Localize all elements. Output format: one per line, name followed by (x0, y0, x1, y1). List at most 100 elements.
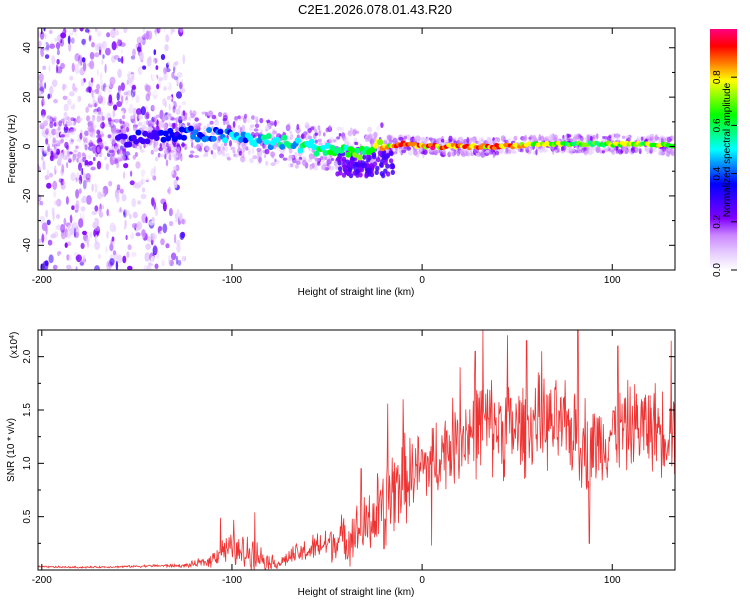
heat-cell (600, 138, 605, 142)
heat-cell (604, 136, 608, 140)
heat-cell (52, 180, 58, 190)
heat-cell (132, 148, 138, 155)
heat-cell (285, 124, 291, 132)
heat-cell (120, 154, 125, 162)
heat-cell (105, 245, 108, 254)
heat-cell (77, 246, 82, 254)
heat-cell (376, 125, 380, 131)
heat-cell (148, 220, 155, 226)
heat-cell (556, 147, 561, 153)
heat-cell (165, 243, 170, 249)
heat-cell (123, 225, 127, 230)
heat-cell (138, 37, 144, 44)
heat-cell (172, 61, 177, 71)
ridge-point (297, 147, 304, 154)
heat-cell (101, 121, 105, 127)
y-tick-label: 2.0 (22, 349, 33, 363)
heat-cell (470, 152, 475, 157)
heat-cell (157, 263, 162, 270)
heat-cell (153, 49, 157, 56)
ridge-point (176, 133, 183, 140)
heat-cell (163, 72, 168, 81)
heat-cell (330, 158, 335, 161)
heat-cell (91, 89, 94, 99)
heat-cell (151, 105, 156, 110)
heat-cell (137, 200, 142, 205)
heat-cell (75, 199, 80, 210)
heat-cell (93, 111, 99, 116)
heat-cell (168, 113, 172, 117)
heat-cell (109, 258, 115, 266)
heat-cell (41, 155, 44, 161)
heat-cell (53, 149, 57, 154)
heat-cell (142, 65, 147, 70)
heat-cell (103, 141, 107, 146)
heat-cell (97, 191, 103, 200)
heat-cell (168, 255, 171, 265)
heat-cell (74, 226, 80, 236)
heat-cell (379, 162, 384, 168)
heat-cell (270, 151, 275, 158)
heat-cell (95, 225, 101, 235)
heat-cell (85, 177, 91, 183)
heat-cell (112, 131, 116, 139)
heat-cell (108, 180, 112, 187)
heat-cell (48, 70, 55, 79)
heat-cell (88, 142, 94, 147)
heat-cell (77, 95, 82, 103)
heat-cell (176, 244, 181, 253)
heat-cell (182, 54, 186, 65)
heat-cell (137, 121, 143, 127)
heat-cell (117, 118, 121, 123)
heat-cell (97, 91, 102, 99)
heat-cell (648, 147, 653, 155)
heat-cell (447, 152, 451, 158)
heat-cell (141, 71, 147, 80)
heat-cell (654, 134, 659, 142)
heat-cell (159, 154, 165, 158)
heat-cell (131, 92, 134, 102)
heat-cell (132, 211, 138, 219)
heat-cell (122, 156, 128, 161)
heat-cell (119, 207, 122, 212)
heat-cell (60, 178, 65, 186)
heat-cell (112, 250, 117, 256)
heat-cell (52, 264, 58, 270)
heat-cell (152, 57, 158, 64)
heat-cell (56, 58, 60, 65)
heat-cell (165, 142, 169, 148)
heat-cell (308, 135, 313, 140)
heat-cell (239, 126, 243, 133)
ridge-point (140, 138, 146, 145)
heat-cell (254, 116, 259, 120)
heat-cell (111, 121, 114, 126)
heat-cell (60, 191, 63, 198)
heat-cell (90, 145, 95, 152)
heat-cell (38, 89, 42, 96)
heat-cell (141, 37, 146, 46)
heat-cell (80, 167, 83, 175)
heat-cell (398, 136, 404, 141)
heat-cell (154, 139, 159, 147)
ridge-point (144, 138, 151, 145)
heat-cell (456, 149, 460, 157)
heat-cell (638, 148, 642, 155)
heat-cell (209, 120, 214, 125)
x-tick-label: 100 (604, 275, 621, 286)
heat-cell (447, 151, 452, 158)
heat-cell (232, 121, 236, 128)
heat-cell (226, 156, 231, 161)
heat-cell (86, 195, 92, 205)
heat-cell (132, 48, 136, 57)
heat-cell (561, 145, 567, 151)
heat-cell (92, 221, 98, 229)
heat-cell (90, 166, 96, 171)
heat-cell (238, 150, 243, 156)
heat-cell (82, 156, 87, 163)
heat-cell (176, 239, 181, 246)
heat-cell (511, 150, 517, 154)
heat-cell (163, 148, 169, 156)
heat-cell (106, 208, 109, 217)
heat-cell (54, 143, 57, 151)
heat-cell (41, 192, 45, 202)
